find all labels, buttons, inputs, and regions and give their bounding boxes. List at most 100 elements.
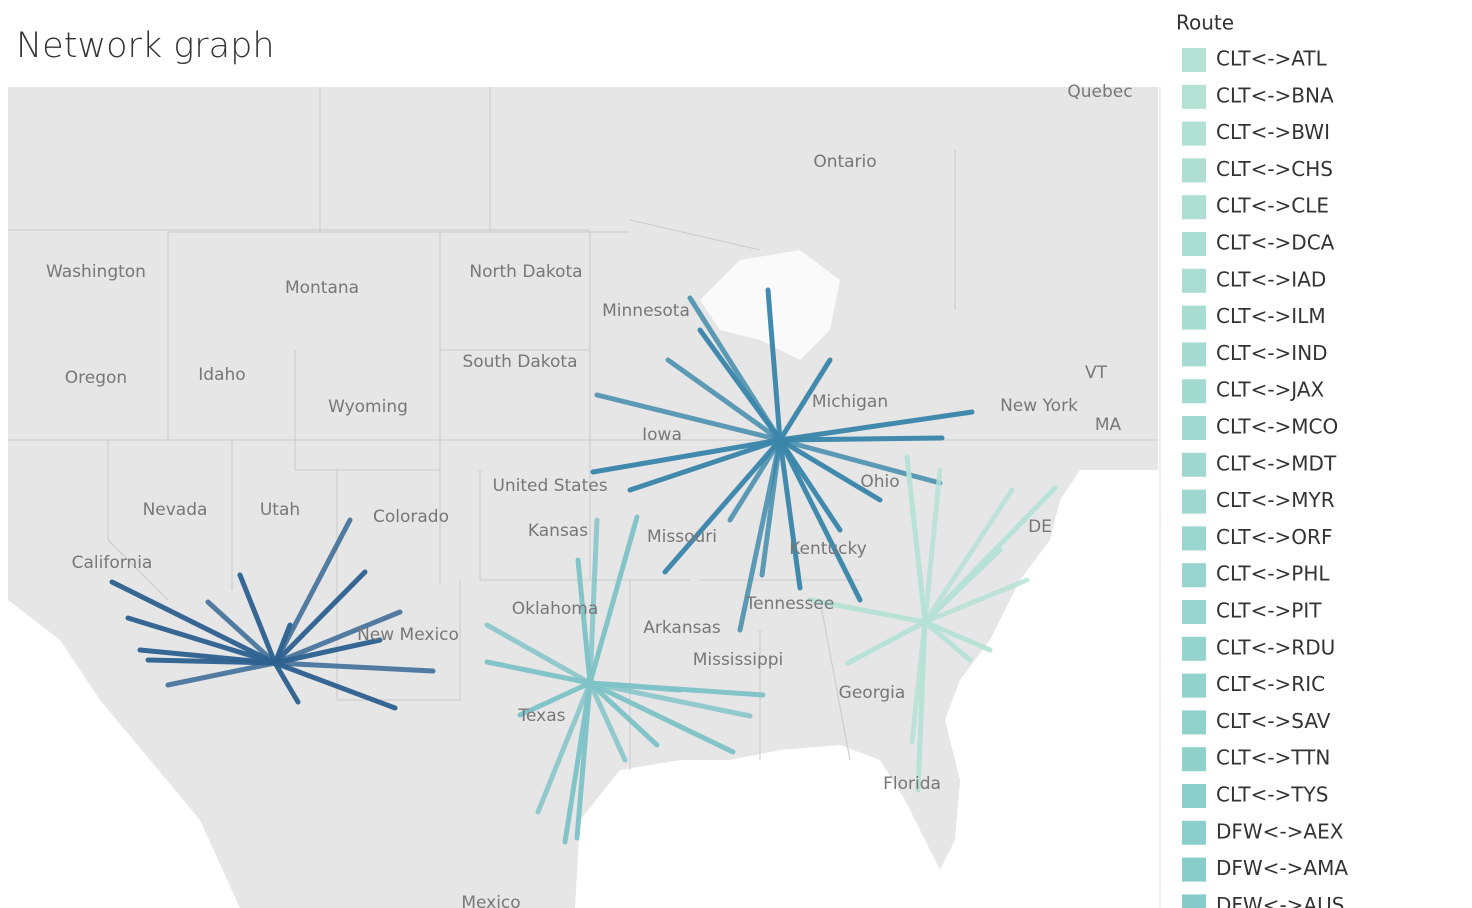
legend-swatch (1182, 636, 1206, 661)
legend-swatch (1182, 857, 1206, 882)
route-line (205, 599, 278, 666)
route-line (665, 357, 783, 443)
route-line (807, 597, 928, 625)
legend-label[interactable]: CLT<->TYS (1216, 783, 1328, 807)
route-line (517, 680, 593, 718)
map-label: California (72, 553, 153, 573)
map-label: Kansas (528, 521, 588, 541)
route-line (587, 517, 600, 686)
route-line (590, 437, 783, 475)
legend-swatch (1182, 452, 1206, 477)
legend-swatch (1182, 600, 1206, 624)
legend-swatch (1182, 121, 1206, 146)
legend-label[interactable]: CLT<->PIT (1216, 599, 1322, 623)
route-line (922, 467, 943, 625)
legend-swatch (1182, 268, 1206, 293)
map-label: Wyoming (328, 397, 408, 417)
legend-label[interactable]: CLT<->MYR (1216, 488, 1335, 512)
legend-label[interactable]: CLT<->IAD (1216, 267, 1326, 291)
map-label: Michigan (812, 392, 888, 412)
route-line (125, 615, 278, 666)
map-label: United States (492, 476, 607, 496)
route-line (272, 609, 403, 666)
map-label: Missouri (647, 527, 717, 547)
route-line (777, 437, 863, 603)
legend-label[interactable]: CLT<->JAX (1216, 378, 1325, 402)
legend-label[interactable]: DFW<->AEX (1216, 819, 1344, 843)
map-label: Arkansas (643, 618, 721, 638)
legend: CLT<->ATL CLT<->BNA CLT<->BWI CLT<->CHS CLT<… (1182, 47, 1348, 908)
legend-label[interactable]: CLT<->ORF (1216, 525, 1332, 549)
legend-swatch (1182, 489, 1206, 514)
ocean-atlantic-gulf (575, 470, 1158, 908)
network-lines (109, 287, 1058, 845)
legend-label[interactable]: CLT<->RDU (1216, 635, 1335, 659)
route-line (272, 660, 398, 711)
legend-label[interactable]: CLT<->TTN (1216, 746, 1330, 770)
title: Network graph (16, 26, 275, 66)
map-label: DE (1028, 517, 1052, 537)
legend-label[interactable]: CLT<->BNA (1216, 83, 1334, 107)
ocean-pacific (8, 600, 240, 908)
route-line (272, 517, 353, 666)
legend-label[interactable]: CLT<->MCO (1216, 415, 1338, 439)
route-line (145, 657, 278, 666)
legend-label[interactable]: CLT<->BWI (1216, 120, 1330, 144)
route-line (587, 680, 736, 755)
legend-swatch (1182, 232, 1206, 256)
route-line (627, 437, 783, 493)
route-line (662, 437, 783, 575)
legend-swatch (1182, 563, 1206, 588)
route-line (737, 437, 783, 633)
route-line (587, 514, 640, 686)
route-line (765, 287, 783, 443)
legend-swatch (1182, 747, 1206, 772)
route-line (587, 680, 628, 763)
route-line (575, 557, 593, 686)
legend-label[interactable]: CLT<->CHS (1216, 157, 1333, 181)
legend-label[interactable]: CLT<->RIC (1216, 672, 1325, 696)
route-line (272, 569, 368, 666)
route-line (777, 437, 943, 486)
legend-swatch (1182, 820, 1206, 845)
legend-label[interactable]: CLT<->ATL (1216, 47, 1328, 71)
legend-swatch (1182, 195, 1206, 220)
route-line (697, 327, 783, 443)
legend-swatch (1182, 342, 1206, 367)
legend-label[interactable]: CLT<->IND (1216, 341, 1328, 365)
map-label: Tennessee (745, 594, 835, 614)
legend-swatch (1182, 305, 1206, 330)
map-label: VT (1085, 363, 1108, 383)
route-line (922, 619, 993, 653)
map-label: Quebec (1067, 82, 1132, 102)
route-line (845, 619, 928, 666)
map-label: Georgia (839, 683, 906, 703)
route-line (777, 437, 883, 503)
route-line (904, 454, 928, 625)
map-label: Montana (285, 278, 359, 298)
route-line (922, 487, 1015, 625)
route-line (587, 680, 683, 693)
legend-label[interactable]: CLT<->MDT (1216, 451, 1337, 475)
legend-swatch (1182, 379, 1206, 404)
route-line (922, 619, 973, 663)
legend-label[interactable]: CLT<->SAV (1216, 709, 1331, 733)
legend-label[interactable]: DFW<->AUS (1216, 893, 1344, 908)
legend-label[interactable]: CLT<->PHL (1216, 562, 1330, 586)
route-line (272, 637, 383, 666)
map-label: Idaho (198, 365, 245, 385)
legend-label[interactable]: CLT<->DCA (1216, 231, 1335, 255)
route-line (727, 437, 783, 523)
legend-swatch (1182, 526, 1206, 551)
map-label: Colorado (373, 507, 449, 527)
map-label: South Dakota (462, 352, 577, 372)
borders (8, 87, 1158, 770)
map-label: Washington (46, 262, 146, 282)
legend-swatch (1182, 673, 1206, 698)
route-line (272, 660, 436, 674)
legend-label[interactable]: DFW<->AMA (1216, 856, 1348, 880)
map-label: Minnesota (602, 301, 690, 321)
legend-label[interactable]: CLT<->CLE (1216, 194, 1329, 218)
legend-label[interactable]: CLT<->ILM (1216, 304, 1326, 328)
route-line (922, 577, 1030, 625)
